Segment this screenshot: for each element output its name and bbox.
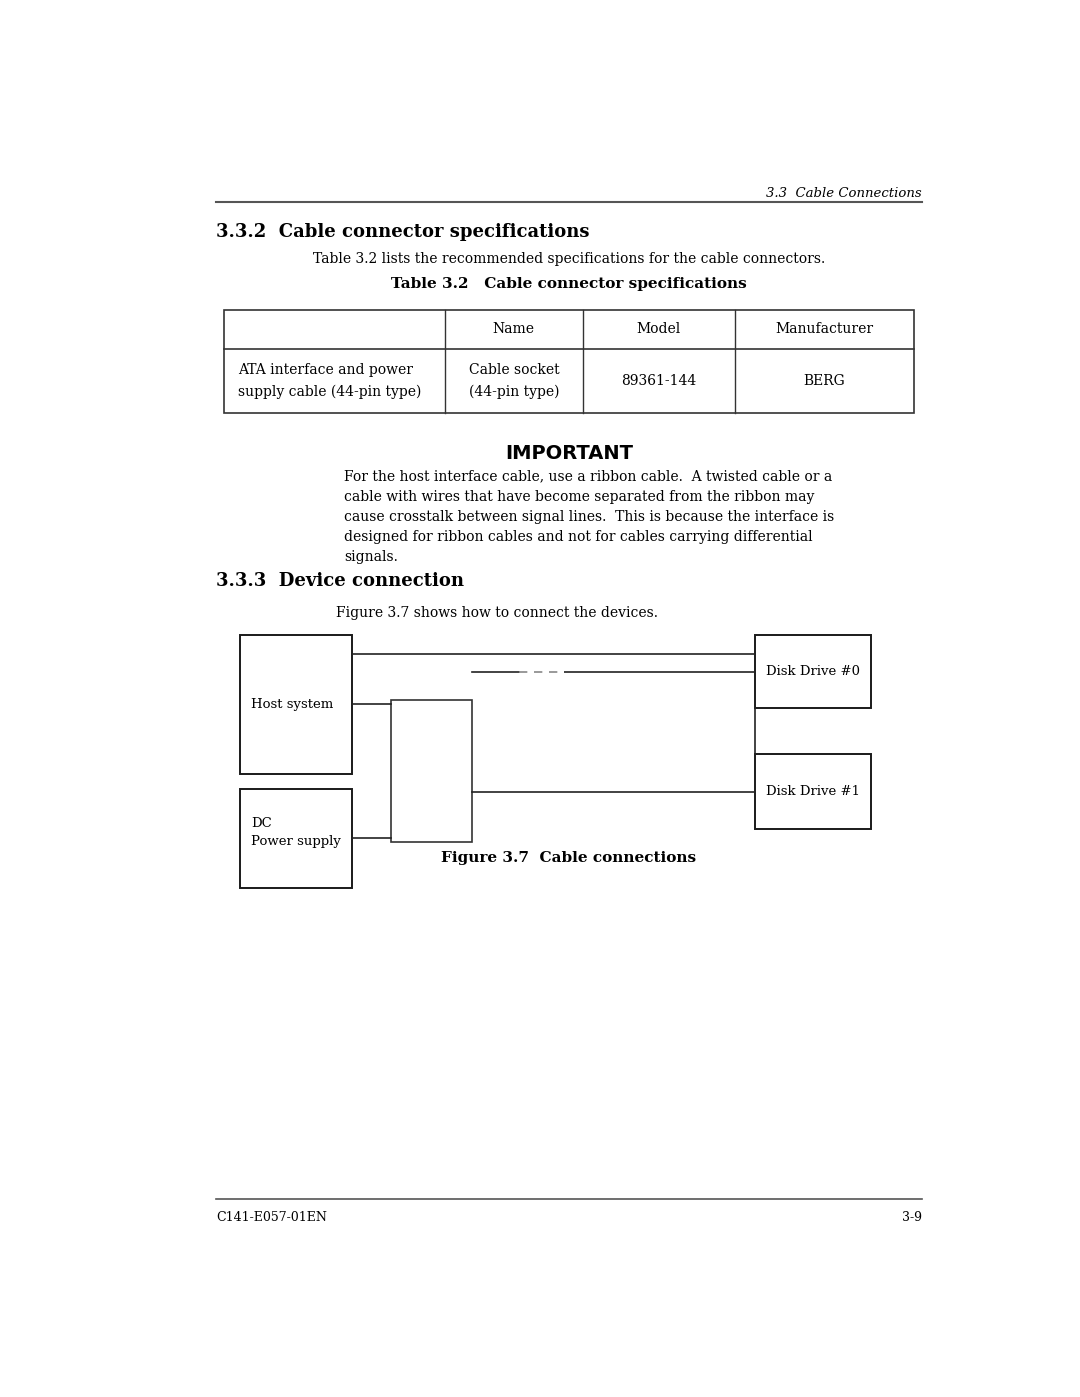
Text: Figure 3.7  Cable connections: Figure 3.7 Cable connections [442, 851, 697, 865]
Text: 3-9: 3-9 [902, 1211, 921, 1224]
Bar [240, 789, 352, 887]
Text: C141-E057-01EN: C141-E057-01EN [216, 1211, 327, 1224]
Text: Host system: Host system [252, 698, 334, 711]
Bar [755, 636, 872, 708]
Text: Table 3.2   Cable connector specifications: Table 3.2 Cable connector specifications [391, 277, 747, 291]
Text: Figure 3.7 shows how to connect the devices.: Figure 3.7 shows how to connect the devi… [337, 606, 659, 620]
Text: DC
Power supply: DC Power supply [252, 817, 341, 848]
Text: 3.3  Cable Connections: 3.3 Cable Connections [766, 187, 921, 200]
Text: 89361-144: 89361-144 [621, 374, 697, 388]
Text: Cable socket
(44-pin type): Cable socket (44-pin type) [469, 363, 559, 398]
Bar [240, 636, 352, 774]
Text: Manufacturer: Manufacturer [775, 323, 874, 337]
Text: BERG: BERG [804, 374, 845, 388]
Bar [755, 754, 872, 828]
Text: Name: Name [492, 323, 535, 337]
Text: Disk Drive #1: Disk Drive #1 [766, 785, 860, 798]
Bar [225, 310, 914, 414]
Text: For the host interface cable, use a ribbon cable.  A twisted cable or a
cable wi: For the host interface cable, use a ribb… [345, 469, 835, 563]
Text: 3.3.2  Cable connector specifications: 3.3.2 Cable connector specifications [216, 224, 590, 242]
Text: 3.3.3  Device connection: 3.3.3 Device connection [216, 571, 464, 590]
Text: Disk Drive #0: Disk Drive #0 [766, 665, 860, 678]
Text: ATA interface and power
supply cable (44-pin type): ATA interface and power supply cable (44… [238, 363, 421, 398]
Text: Model: Model [636, 323, 680, 337]
Bar [391, 700, 472, 842]
Text: IMPORTANT: IMPORTANT [505, 444, 633, 462]
Text: Table 3.2 lists the recommended specifications for the cable connectors.: Table 3.2 lists the recommended specific… [313, 251, 825, 265]
